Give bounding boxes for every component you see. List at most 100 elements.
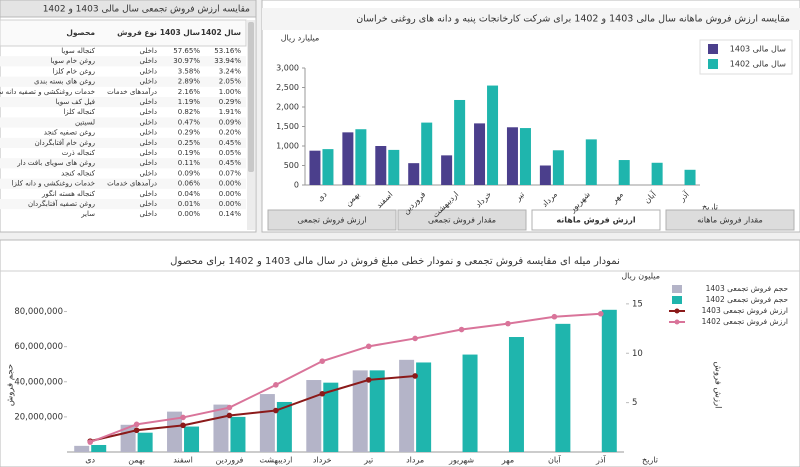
line-marker [319,390,326,397]
table-cell: کنجاله کنجد [61,169,96,177]
table-cell: داخلی [139,118,157,126]
bar [684,169,696,185]
line-marker [412,373,418,379]
table-cell: 0.29% [178,129,201,137]
table-cell: 3.24% [219,67,242,75]
bar [601,309,617,452]
y-tick-label: 40,000,000 [14,377,63,387]
table-cell: 0.00% [178,210,201,218]
bar [441,155,453,185]
y-axis-label: حجم فروش [6,364,16,406]
table-cell: 3.58% [178,67,201,75]
table-cell: 53.16% [214,47,241,55]
bar [91,444,107,452]
bar [555,323,571,452]
y-tick-label: 500 [284,161,299,170]
bar [399,359,415,452]
bar [454,99,466,185]
table-cell: کنجاله هسته انگور [41,189,96,198]
bar [74,445,90,452]
y-axis-unit: میلیارد ریال [281,34,320,43]
y2-tick-label: 10 [632,349,643,359]
line-marker [87,439,94,445]
tab[interactable] [531,209,661,231]
table-cell: 0.45% [219,159,242,167]
bar [137,432,153,452]
y-tick-label: 1,000 [276,142,299,151]
tab[interactable] [665,209,795,231]
table-cell: سایر [80,210,95,218]
bar [651,162,663,185]
table-cell: 0.00% [219,200,242,208]
tab[interactable] [397,209,527,231]
bar [421,122,433,185]
bar [323,382,339,452]
table-cell: داخلی [139,78,157,86]
legend-label: حجم فروش تجمعی 1402 [706,295,789,304]
bar [230,416,246,452]
legend-label: حجم فروش تجمعی 1403 [706,284,789,293]
table-cell: 0.11% [178,159,201,167]
line-marker [226,412,233,419]
bar [585,139,597,185]
tab-label[interactable]: مقدار فروش ماهانه [697,216,762,225]
tab-label[interactable]: مقدار فروش تجمعی [428,216,496,225]
table-cell: روغن خام آفتابگردان [35,138,95,147]
monthly-chart-panel [261,0,800,233]
x-axis-label: تاریخ [642,456,658,465]
bar [416,362,432,452]
table-cell: داخلی [139,98,157,106]
tab-label[interactable]: ارزش فروش ماهانه [556,216,635,226]
x-tick-label: اردیبهشت [259,456,292,465]
row-stripe [0,76,246,87]
table-title: مقایسه ارزش فروش تجمعی سال مالی 1403 و 1… [43,5,250,15]
legend-label: ارزش فروش تجمعی 1403 [702,306,788,315]
y-tick-label: 0 [294,181,299,190]
x-tick-label: تیر [363,456,373,465]
table-cell: 0.09% [178,169,201,177]
bar [539,165,551,185]
line-marker [226,404,233,411]
table-cell: داخلی [139,57,157,65]
table-cell: روغن های سویای بافت دار [16,159,95,167]
bar [552,150,564,185]
monthly-chart-title: مقایسه ارزش فروش ماهانه سال مالی 1403 و … [356,14,790,25]
bar [474,123,486,185]
table-cell: داخلی [139,169,157,177]
bar [352,370,368,452]
table-title-bar [0,0,257,18]
tab-label[interactable]: ارزش فروش تجمعی [297,216,366,225]
table-cell: داخلی [139,190,157,198]
bar [342,132,354,185]
line-marker [133,421,140,428]
column-header: محصول [66,28,95,37]
column-header: نوع فروش [117,28,157,37]
monthly-title-bar [262,8,800,30]
bar [322,149,334,185]
tab[interactable] [267,209,397,231]
table-cell: کنجاله کلزا [63,108,95,116]
row-stripe [0,178,246,189]
line-marker [597,310,604,317]
legend-label: سال مالی 1403 [730,45,787,54]
line-marker [365,343,372,350]
legend-swatch [672,285,682,293]
table-cell: 0.45% [219,139,242,147]
table-cell: 2.05% [219,78,242,86]
line-marker [551,313,558,320]
scrollbar-thumb[interactable] [248,22,254,172]
line-marker [273,407,279,414]
line-marker [505,320,511,327]
y-tick-label: 20,000,000 [14,412,63,422]
x-tick-label: مرداد [406,456,424,465]
table-cell: فیل کف سویا [56,98,95,106]
column-header: سال 1402 [201,28,241,37]
x-tick-label: آذر [595,455,606,465]
legend-label: ارزش فروش تجمعی 1402 [702,317,788,326]
line-marker [365,377,372,383]
y2-tick-label: 15 [632,299,643,309]
combo-chart-title: نمودار میله ای مقایسه فروش تجمعی و نمودا… [170,256,620,267]
table-header [0,19,247,47]
legend-label: سال مالی 1402 [730,60,787,69]
